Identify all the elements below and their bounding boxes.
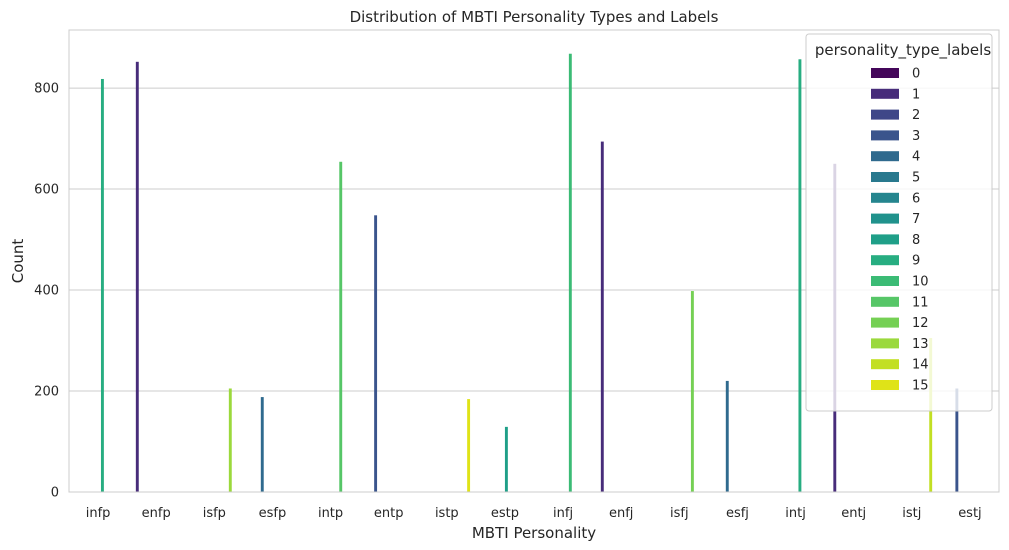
x-tick-label: isfj bbox=[670, 506, 689, 521]
plot-frame bbox=[68, 29, 1000, 493]
legend-swatch bbox=[871, 296, 899, 307]
y-tick-label: 0 bbox=[51, 486, 59, 501]
x-tick-label: estj bbox=[958, 506, 981, 521]
legend-label: 1 bbox=[912, 87, 920, 102]
legend-label: 12 bbox=[912, 316, 929, 331]
legend-label: 10 bbox=[912, 275, 929, 290]
x-tick-label: esfj bbox=[726, 506, 749, 521]
legend-swatch bbox=[871, 151, 899, 162]
bar-isfp bbox=[228, 388, 232, 492]
legend-label: 4 bbox=[912, 150, 920, 165]
legend-label: 5 bbox=[912, 171, 920, 186]
x-tick-label: entj bbox=[841, 506, 866, 521]
legend-swatch bbox=[871, 338, 899, 349]
legend-swatch bbox=[871, 88, 899, 99]
legend-title: personality_type_labels bbox=[815, 41, 991, 60]
legend-label: 13 bbox=[912, 337, 929, 352]
legend-swatch bbox=[871, 109, 899, 120]
legend-swatch bbox=[871, 276, 899, 286]
legend-label: 9 bbox=[912, 254, 920, 269]
legend-label: 6 bbox=[912, 191, 920, 206]
legend-label: 15 bbox=[912, 379, 929, 394]
y-axis-title: Count bbox=[9, 239, 27, 284]
bar-enfp bbox=[135, 61, 139, 492]
bar-estj bbox=[955, 388, 959, 492]
chart-title: Distribution of MBTI Personality Types a… bbox=[350, 8, 719, 26]
x-tick-label: infj bbox=[553, 506, 573, 521]
legend-label: 7 bbox=[912, 212, 920, 227]
x-tick-label: esfp bbox=[259, 506, 287, 521]
bar-intj bbox=[798, 59, 802, 492]
legend-label: 14 bbox=[912, 358, 929, 373]
legend-label: 3 bbox=[912, 129, 920, 144]
bar-enfj bbox=[600, 141, 604, 492]
bars bbox=[100, 53, 959, 493]
y-tick-label: 400 bbox=[34, 284, 59, 299]
legend-swatch bbox=[871, 380, 899, 390]
x-tick-labels: infp enfp isfp esfp intp entp istp estp infj enfj… bbox=[86, 506, 982, 521]
legend-label: 8 bbox=[912, 233, 920, 248]
bar-infp bbox=[100, 78, 104, 492]
bar-intp bbox=[339, 161, 343, 492]
y-tick-labels: 0 200 400 600 800 bbox=[34, 82, 59, 501]
x-tick-label: intp bbox=[318, 506, 343, 521]
legend-label: 11 bbox=[912, 295, 929, 310]
x-axis-title: MBTI Personality bbox=[472, 524, 596, 542]
legend-swatch bbox=[871, 359, 899, 370]
bar-istj bbox=[929, 338, 933, 492]
bar-entp bbox=[374, 215, 378, 492]
x-tick-label: istp bbox=[435, 506, 459, 521]
x-tick-label: intj bbox=[785, 506, 806, 521]
legend-swatch bbox=[871, 130, 899, 141]
y-tick-label: 600 bbox=[34, 183, 59, 198]
bar-estp bbox=[504, 426, 508, 492]
x-tick-label: enfj bbox=[609, 506, 633, 521]
y-tick-label: 200 bbox=[34, 385, 59, 400]
bar-esfp bbox=[260, 397, 264, 492]
y-tick-label: 800 bbox=[34, 82, 59, 97]
legend-swatch bbox=[871, 68, 899, 78]
legend-label: 2 bbox=[912, 108, 920, 123]
bar-isfj bbox=[690, 291, 694, 492]
x-tick-label: enfp bbox=[142, 506, 171, 521]
bar-esfj bbox=[725, 380, 729, 492]
legend-swatch bbox=[871, 172, 899, 182]
x-tick-label: estp bbox=[491, 506, 519, 521]
legend-swatch bbox=[871, 255, 899, 266]
legend-swatch bbox=[871, 234, 899, 245]
bar-infj bbox=[568, 53, 572, 493]
bar-istp bbox=[467, 399, 471, 492]
legend-swatch bbox=[871, 213, 899, 224]
x-tick-label: entp bbox=[374, 506, 404, 521]
legend-label: 0 bbox=[912, 67, 920, 82]
x-tick-label: infp bbox=[86, 506, 111, 521]
legend-swatch bbox=[871, 192, 899, 203]
x-tick-label: isfp bbox=[203, 506, 226, 521]
legend-swatch bbox=[871, 317, 899, 328]
legend: personality_type_labels 0123456789101112… bbox=[805, 33, 993, 412]
x-tick-label: istj bbox=[902, 506, 921, 521]
